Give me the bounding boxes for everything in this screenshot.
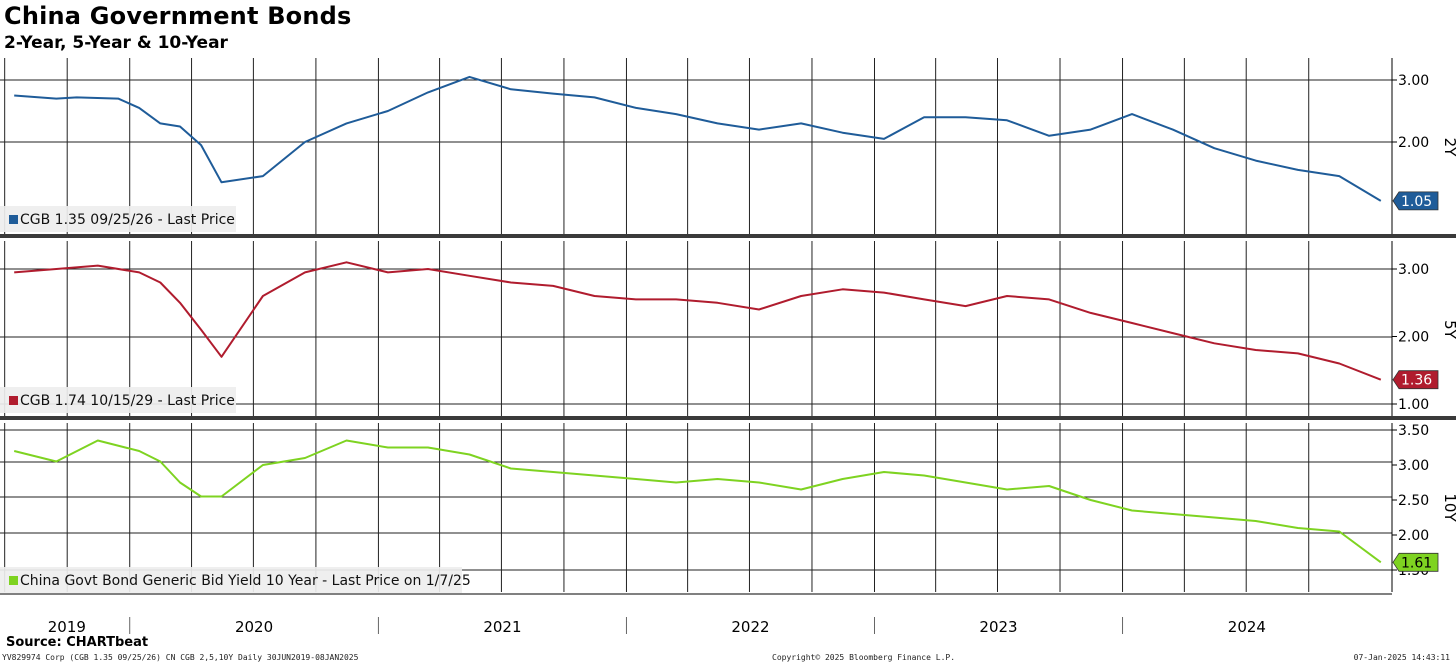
- legend-box: [0, 387, 236, 413]
- legend-swatch: [9, 576, 18, 585]
- panel-axis-label: 10Y: [1441, 493, 1456, 522]
- last-value-label: 1.36: [1401, 373, 1432, 389]
- last-value-tag: [1392, 552, 1439, 572]
- legend-label: CGB 1.74 10/15/29 - Last Price: [20, 393, 235, 409]
- y-tick-label: 1.00: [1398, 397, 1429, 413]
- x-year-label: 2022: [731, 618, 769, 636]
- last-value-tag: [1392, 191, 1439, 211]
- panel-separator: [0, 234, 1456, 238]
- legend-label: CGB 1.35 09/25/26 - Last Price: [20, 212, 235, 228]
- chart-title: China Government Bonds: [4, 2, 352, 30]
- last-value-tag: [1392, 370, 1439, 390]
- x-year-label: 2023: [979, 618, 1017, 636]
- last-value-label: 1.61: [1401, 555, 1432, 571]
- panel-axis-label: 2Y: [1441, 138, 1456, 158]
- y-tick-label: 2.50: [1398, 493, 1429, 509]
- legend-swatch: [9, 396, 18, 405]
- last-value-label: 1.05: [1401, 194, 1432, 210]
- x-year-label: 2020: [235, 618, 273, 636]
- footer-copyright: Copyright© 2025 Bloomberg Finance L.P.: [772, 653, 956, 662]
- y-tick-label: 3.50: [1398, 423, 1429, 439]
- footer-security-info: YV829974 Corp (CGB 1.35 09/25/26) CN CGB…: [2, 653, 359, 662]
- y-tick-label: 2.00: [1398, 528, 1429, 544]
- source-note: Source: CHARTbeat: [6, 635, 149, 650]
- y-tick-label: 3.00: [1398, 73, 1429, 89]
- y-tick-label: 2.00: [1398, 135, 1429, 151]
- panel-axis-label: 5Y: [1441, 320, 1456, 340]
- legend-label: China Govt Bond Generic Bid Yield 10 Yea…: [20, 573, 471, 589]
- legend-box: [0, 567, 462, 593]
- chart-subtitle: 2-Year, 5-Year & 10-Year: [4, 33, 228, 53]
- x-year-label: 2021: [483, 618, 521, 636]
- x-year-label: 2019: [48, 618, 86, 636]
- y-tick-label: 3.00: [1398, 262, 1429, 278]
- y-tick-label: 3.00: [1398, 458, 1429, 474]
- y-tick-label: 2.00: [1398, 330, 1429, 346]
- legend-box: [0, 206, 236, 232]
- footer-timestamp: 07-Jan-2025 14:43:11: [1353, 653, 1450, 662]
- panel-separator: [0, 416, 1456, 420]
- series-line-5y: [14, 261, 1382, 381]
- legend-swatch: [9, 215, 18, 224]
- series-line-2y: [14, 75, 1382, 202]
- series-line-10y: [13, 439, 1382, 564]
- x-year-label: 2024: [1228, 618, 1266, 636]
